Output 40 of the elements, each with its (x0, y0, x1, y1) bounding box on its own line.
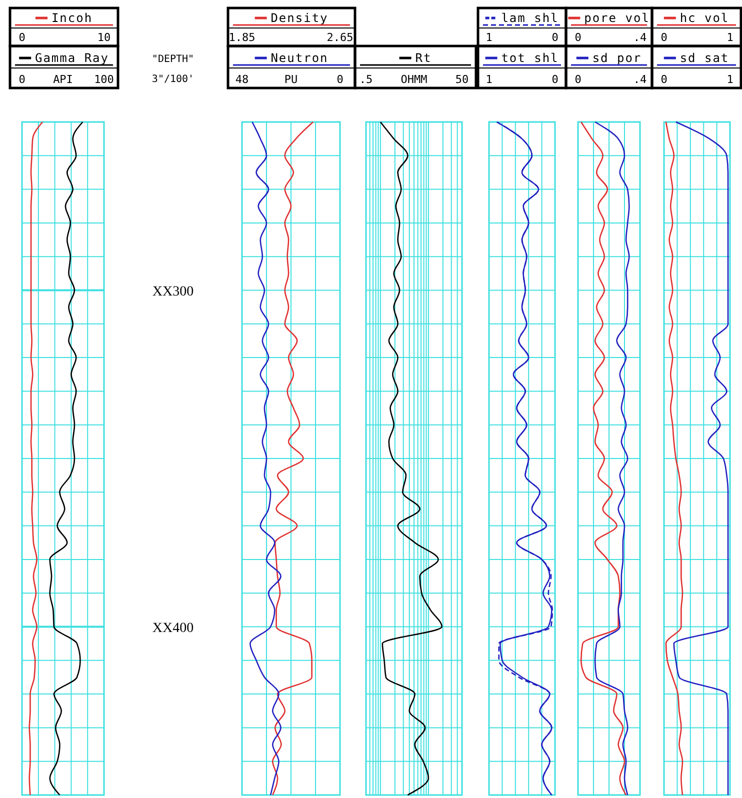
x2-tick-label: 0 (660, 31, 668, 44)
x-axis-title: API (53, 73, 73, 86)
legend-label: Density (270, 11, 328, 25)
x-tick-label: 1 (486, 73, 492, 86)
text: "DEPTH" (152, 54, 194, 65)
x-tick-label: 0 (18, 73, 26, 86)
x-axis-title: PU (284, 73, 298, 86)
x2-tick-label: 1.85 (228, 31, 256, 44)
legend-label: Rt (415, 51, 432, 65)
x2-tick-label: 0 (574, 31, 582, 44)
x2-tick-label: 1 (486, 31, 492, 44)
x2-tick-label: 1 (726, 31, 734, 44)
x-tick-label: 0 (552, 73, 558, 86)
legend-label: hc vol (680, 11, 730, 25)
x2-tick-label: 10 (97, 31, 111, 44)
x2-tick-label: 2.65 (326, 31, 354, 44)
legend-label: pore vol (584, 11, 650, 25)
x-axis-title: OHMM (400, 73, 428, 86)
text: 3"/100' (152, 74, 194, 85)
y-tick-label: XX300 (152, 284, 194, 300)
x-tick-label: 50 (455, 73, 469, 86)
x-tick-label: 0 (574, 73, 582, 86)
legend-label: Gamma Ray (34, 51, 110, 65)
x-tick-label: 0 (336, 73, 344, 86)
x-tick-label: .4 (633, 73, 647, 86)
x-tick-label: 100 (94, 73, 114, 86)
x-tick-label: 48 (235, 73, 249, 86)
legend-label: lam shl (501, 11, 559, 25)
legend-label: sd sat (680, 51, 730, 65)
x2-tick-label: 0 (18, 31, 26, 44)
y-tick-label: XX400 (152, 620, 194, 636)
x-tick-label: 0 (660, 73, 668, 86)
x2-tick-label: .4 (633, 31, 647, 44)
legend-label: tot shl (501, 51, 559, 65)
x2-tick-label: 0 (552, 31, 558, 44)
x-tick-label: .5 (359, 73, 373, 86)
legend-label: Neutron (270, 51, 328, 65)
legend-label: Incoh (51, 11, 93, 25)
legend-label: sd por (592, 51, 642, 65)
x-tick-label: 1 (726, 73, 734, 86)
